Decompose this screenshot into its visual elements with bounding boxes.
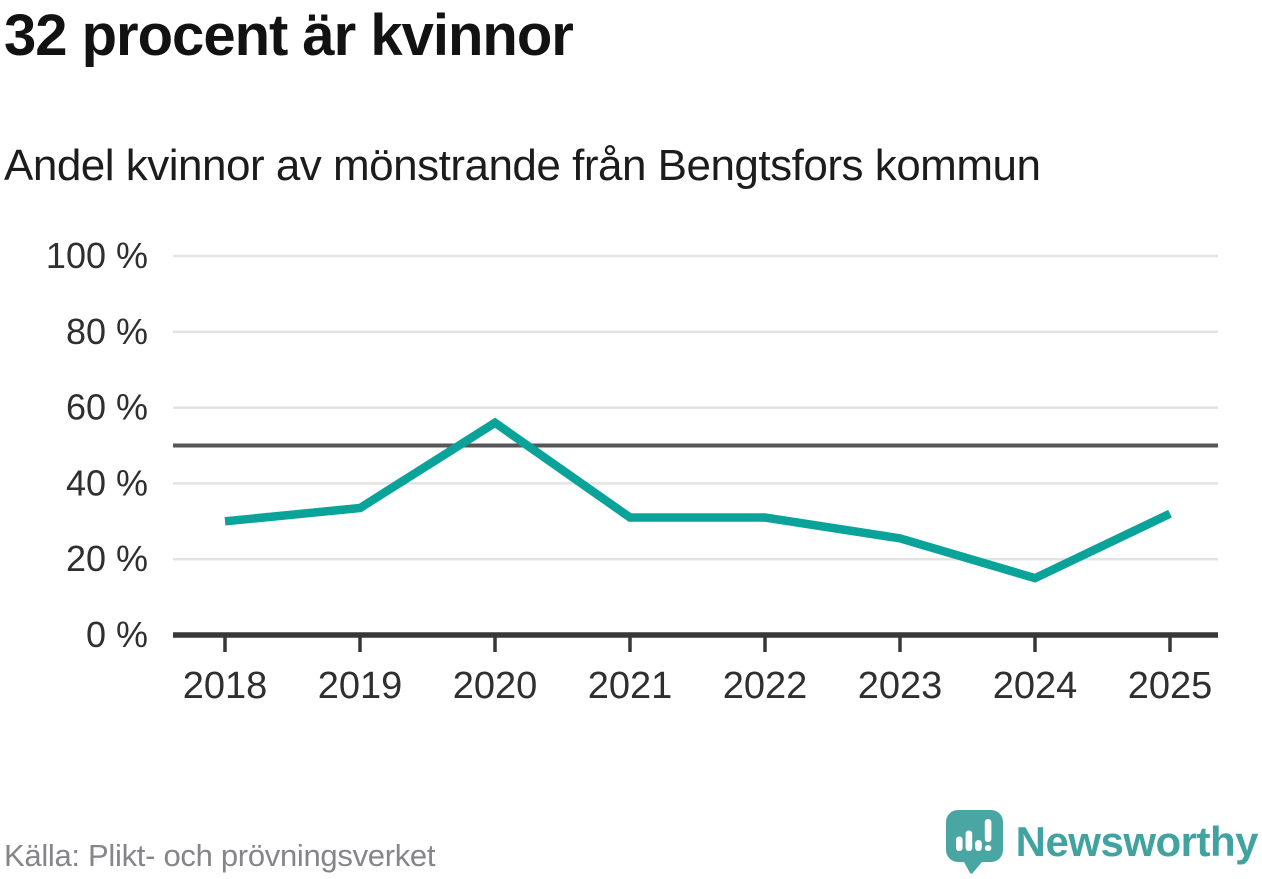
x-axis-ticks	[223, 637, 1172, 652]
x-tick-label: 2020	[453, 665, 538, 707]
data-line-andel-kvinnor	[224, 417, 1172, 583]
y-tick-label: 20 %	[66, 538, 148, 579]
newsworthy-logo: Newsworthy	[945, 810, 1259, 874]
newsworthy-logo-text: Newsworthy	[1015, 818, 1259, 865]
x-tick-label: 2024	[993, 665, 1078, 707]
source-note: Källa: Plikt- och prövningsverket	[4, 838, 436, 873]
x-tick-label: 2018	[183, 665, 268, 707]
y-tick-label: 40 %	[66, 462, 148, 503]
logo-bar-chart-glyph	[955, 819, 992, 851]
chart-subtitle: Andel kvinnor av mönstrande från Bengtsf…	[4, 141, 1041, 190]
x-axis-labels: 2018 2019 2020 2021 2022 2023 2024 2025	[183, 665, 1213, 707]
x-tick-label: 2023	[858, 665, 943, 707]
logo-exclamation-bar	[984, 819, 992, 842]
page-title: 32 procent är kvinnor	[4, 3, 574, 68]
y-tick-label: 80 %	[66, 311, 148, 352]
y-tick-label: 100 %	[46, 235, 148, 276]
logo-bubble-shape	[945, 810, 1003, 874]
x-tick-label: 2019	[318, 665, 403, 707]
line-chart: 100 % 80 % 60 % 40 % 20 % 0 % 2018 2019 2020 2021…	[46, 235, 1218, 707]
y-axis-labels: 100 % 80 % 60 % 40 % 20 % 0 %	[46, 235, 148, 655]
y-tick-label: 0 %	[86, 614, 148, 655]
y-gridlines	[173, 254, 1218, 561]
logo-exclamation-dot	[984, 845, 992, 851]
y-tick-label: 60 %	[66, 387, 148, 428]
x-tick-label: 2021	[588, 665, 673, 707]
x-tick-label: 2022	[723, 665, 808, 707]
newsworthy-logo-icon	[945, 810, 1003, 874]
x-tick-label: 2025	[1128, 665, 1213, 707]
